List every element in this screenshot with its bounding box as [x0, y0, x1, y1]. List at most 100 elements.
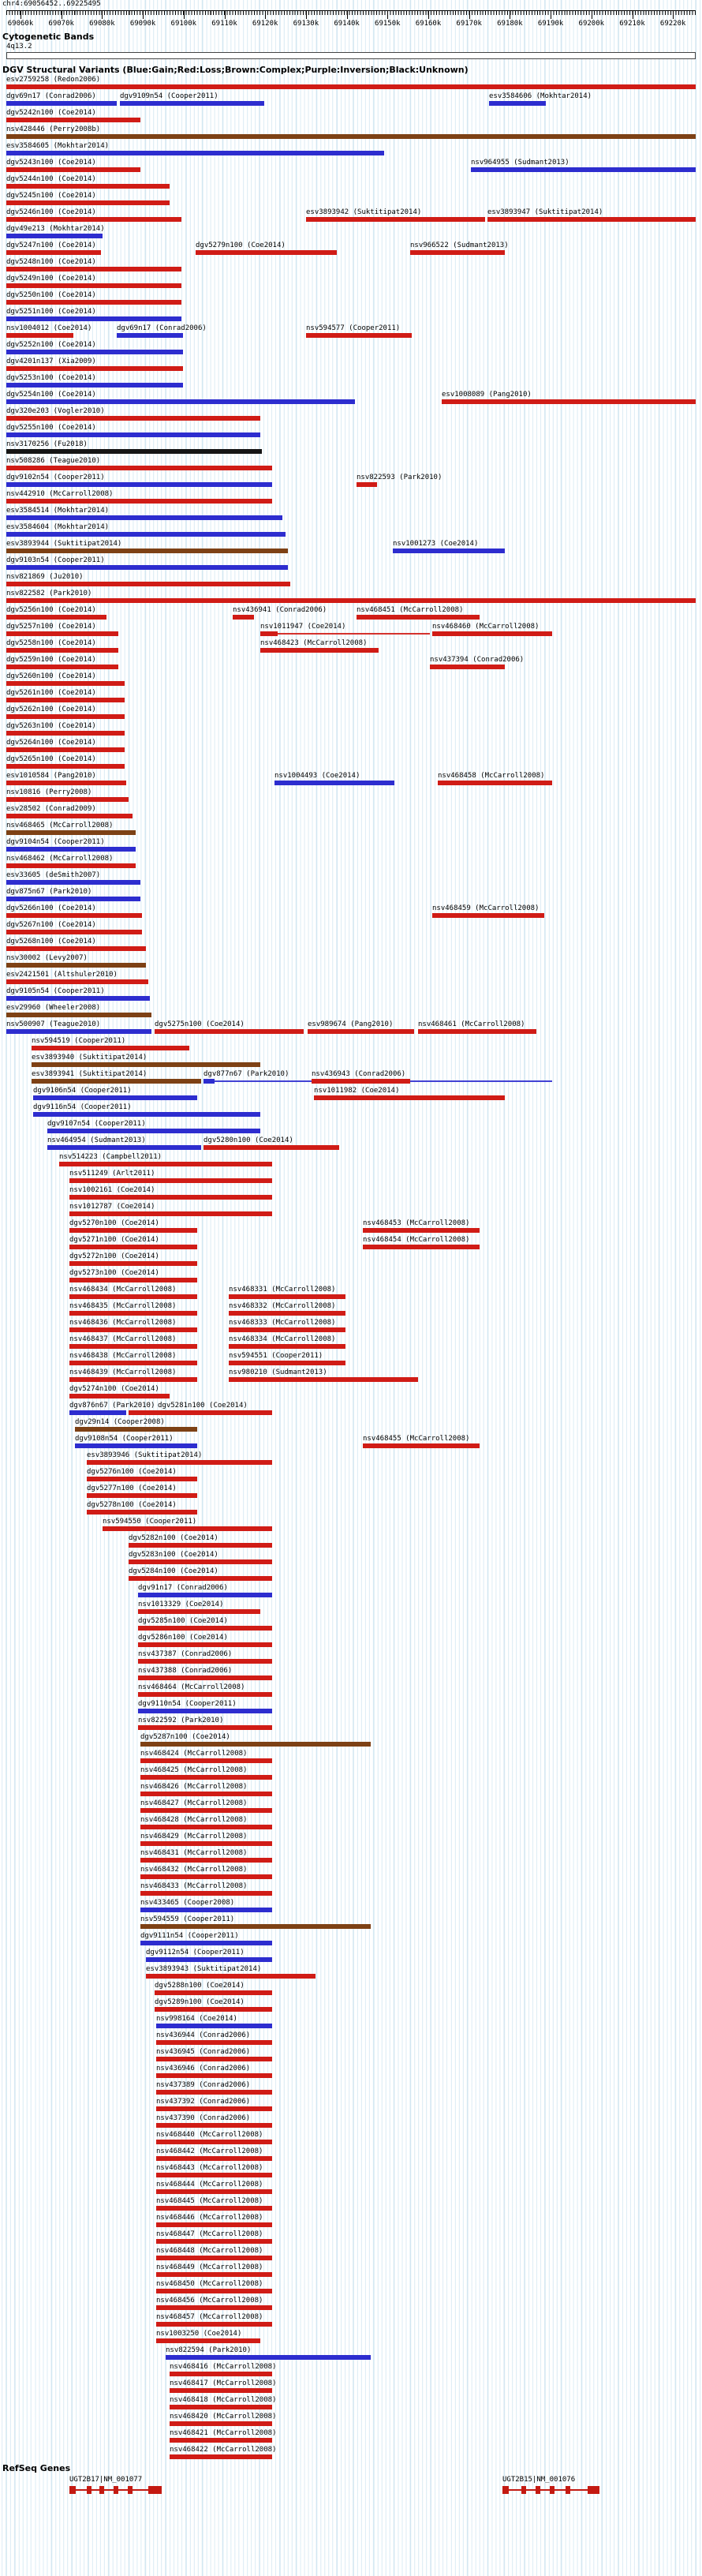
variant-bar[interactable] [156, 2189, 272, 2194]
variant-bar[interactable] [156, 2040, 272, 2045]
variant-bar[interactable] [6, 781, 126, 785]
variant-bar[interactable] [204, 1079, 215, 1084]
variant-bar[interactable] [6, 880, 140, 885]
variant-bar[interactable] [156, 2272, 272, 2277]
variant-bar[interactable] [156, 2057, 272, 2061]
variant-bar[interactable] [229, 1294, 345, 1299]
variant-bar[interactable] [155, 1990, 272, 1995]
variant-bar[interactable] [138, 1676, 272, 1680]
variant-bar[interactable] [69, 1361, 197, 1365]
variant-bar[interactable] [6, 963, 146, 968]
variant-bar[interactable] [260, 648, 379, 653]
variant-bar[interactable] [120, 101, 264, 106]
variant-bar[interactable] [140, 1924, 371, 1929]
variant-bar[interactable] [156, 2156, 272, 2161]
variant-bar[interactable] [69, 1228, 197, 1233]
variant-bar[interactable] [69, 1294, 197, 1299]
variant-bar[interactable] [442, 399, 696, 404]
variant-bar[interactable] [438, 781, 552, 785]
variant-bar[interactable] [138, 1709, 272, 1713]
variant-bar[interactable] [314, 1095, 505, 1100]
variant-bar[interactable] [156, 2322, 272, 2327]
variant-bar[interactable] [233, 615, 254, 620]
variant-bar[interactable] [156, 2206, 272, 2211]
variant-bar[interactable] [138, 1692, 272, 1697]
variant-bar[interactable] [432, 631, 552, 636]
variant-bar[interactable] [140, 1874, 272, 1879]
variant-bar[interactable] [6, 515, 282, 520]
variant-bar[interactable] [156, 2106, 272, 2111]
variant-bar[interactable] [129, 1576, 272, 1581]
variant-bar[interactable] [6, 333, 73, 338]
variant-bar[interactable] [196, 250, 337, 255]
variant-bar[interactable] [69, 1311, 197, 1316]
variant-bar[interactable] [6, 615, 106, 620]
variant-bar[interactable] [6, 267, 181, 271]
variant-bar[interactable] [69, 1278, 197, 1282]
variant-bar[interactable] [393, 549, 505, 553]
variant-bar[interactable] [229, 1377, 418, 1382]
variant-bar[interactable] [140, 1908, 272, 1912]
variant-bar[interactable] [117, 333, 183, 338]
variant-bar[interactable] [6, 151, 384, 155]
variant-bar[interactable] [170, 2388, 272, 2393]
variant-bar[interactable] [129, 1559, 272, 1564]
variant-bar[interactable] [170, 2372, 272, 2376]
variant-bar[interactable] [87, 1460, 272, 1465]
variant-bar[interactable] [156, 2239, 272, 2244]
variant-bar[interactable] [138, 1659, 272, 1664]
variant-bar[interactable] [33, 1095, 197, 1100]
variant-bar[interactable] [59, 1162, 272, 1166]
variant-bar[interactable] [6, 184, 170, 189]
variant-bar[interactable] [6, 631, 118, 636]
variant-bar[interactable] [274, 781, 394, 785]
variant-bar[interactable] [156, 2256, 272, 2260]
variant-bar[interactable] [69, 1410, 126, 1415]
variant-bar[interactable] [69, 1261, 197, 1266]
variant-bar[interactable] [363, 1443, 480, 1448]
variant-bar[interactable] [6, 416, 260, 421]
variant-bar[interactable] [487, 217, 696, 222]
variant-bar[interactable] [357, 615, 480, 620]
variant-bar[interactable] [312, 1079, 410, 1084]
variant-bar[interactable] [6, 979, 148, 984]
variant-bar[interactable] [140, 1808, 272, 1813]
variant-bar[interactable] [140, 1891, 272, 1896]
variant-bar[interactable] [103, 1526, 272, 1531]
variant-bar[interactable] [432, 913, 544, 918]
variant-bar[interactable] [129, 1543, 272, 1548]
variant-bar[interactable] [6, 764, 125, 769]
variant-bar[interactable] [75, 1443, 197, 1448]
variant-bar[interactable] [306, 217, 485, 222]
variant-bar[interactable] [6, 996, 150, 1001]
variant-bar[interactable] [6, 134, 696, 139]
variant-bar[interactable] [170, 2438, 272, 2443]
variant-bar[interactable] [129, 1410, 272, 1415]
gene-glyph[interactable] [502, 2486, 599, 2494]
variant-bar[interactable] [156, 2305, 272, 2310]
variant-bar[interactable] [146, 1974, 316, 1979]
variant-bar[interactable] [170, 2421, 272, 2426]
variant-bar[interactable] [6, 101, 117, 106]
variant-bar[interactable] [6, 350, 183, 354]
variant-bar[interactable] [156, 2289, 272, 2293]
variant-bar[interactable] [6, 217, 181, 222]
variant-bar[interactable] [229, 1327, 345, 1332]
variant-bar[interactable] [6, 118, 140, 122]
variant-bar[interactable] [6, 234, 103, 238]
variant-bar[interactable] [204, 1145, 339, 1150]
variant-bar[interactable] [410, 250, 505, 255]
variant-bar[interactable] [363, 1228, 480, 1233]
variant-bar[interactable] [69, 1377, 197, 1382]
variant-bar[interactable] [363, 1245, 480, 1249]
variant-bar[interactable] [471, 167, 696, 172]
variant-bar[interactable] [33, 1112, 260, 1117]
variant-bar[interactable] [166, 2355, 371, 2360]
variant-bar[interactable] [69, 1211, 272, 1216]
variant-bar[interactable] [156, 2338, 260, 2343]
variant-bar[interactable] [418, 1029, 536, 1034]
variant-bar[interactable] [6, 946, 146, 951]
variant-bar[interactable] [6, 366, 183, 371]
variant-bar[interactable] [140, 1792, 272, 1796]
variant-bar[interactable] [87, 1477, 197, 1481]
